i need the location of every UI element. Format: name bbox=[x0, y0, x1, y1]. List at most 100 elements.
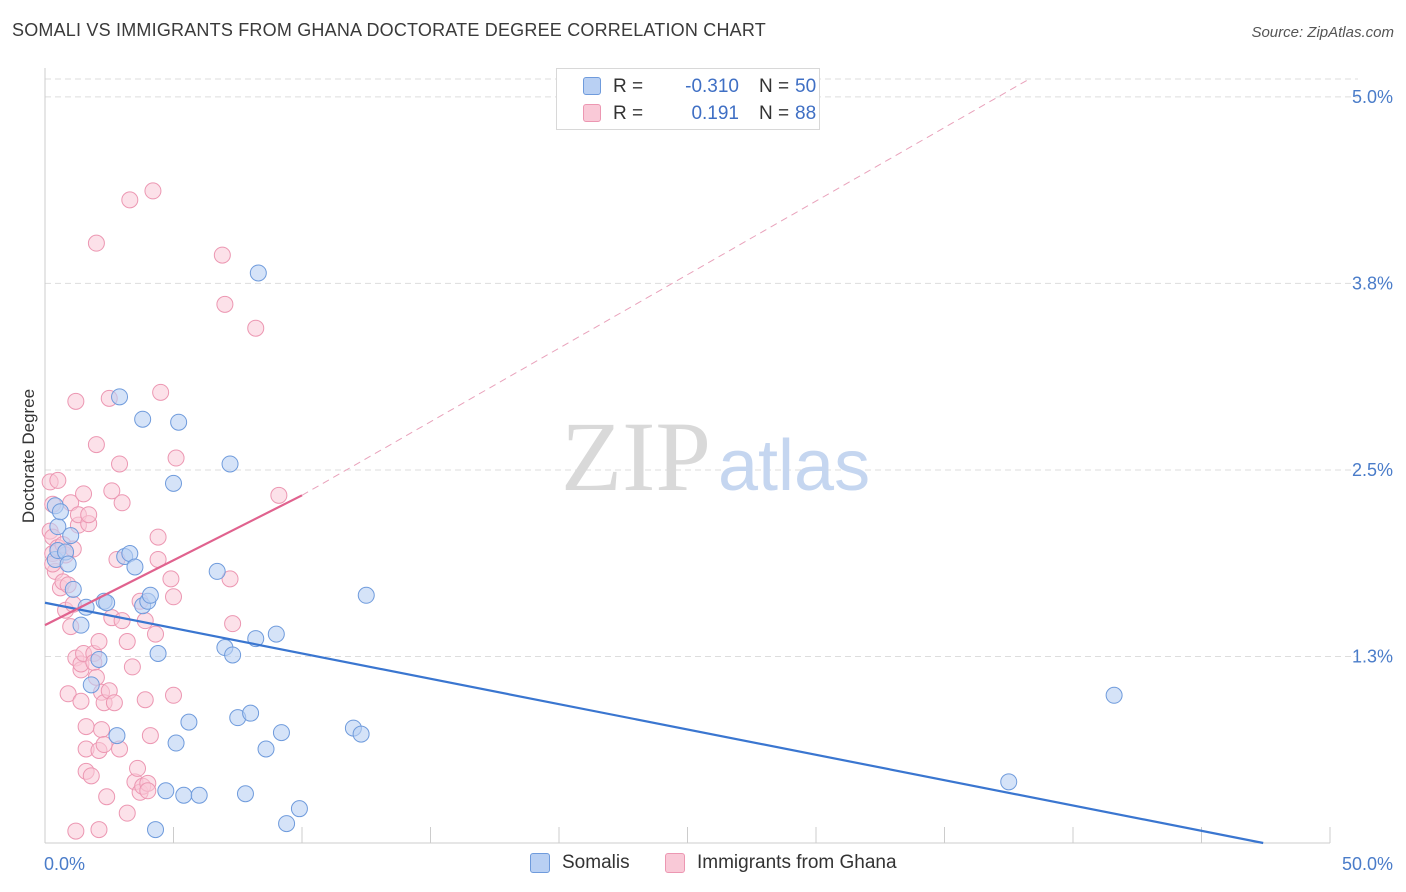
ghana-point bbox=[87, 234, 105, 252]
ghana-point bbox=[162, 570, 180, 588]
ghana-point bbox=[118, 804, 136, 822]
somali-point bbox=[59, 555, 77, 573]
y-tick-label: 5.0% bbox=[1352, 87, 1393, 107]
legend-label-somalis: Somalis bbox=[562, 852, 630, 873]
series-somali-points bbox=[46, 264, 1123, 839]
ghana-point bbox=[75, 485, 93, 503]
legend-r-label: R = bbox=[613, 103, 644, 124]
somali-point bbox=[257, 740, 275, 758]
chart-title: SOMALI VS IMMIGRANTS FROM GHANA DOCTORAT… bbox=[12, 20, 766, 40]
chart-source: Source: ZipAtlas.com bbox=[1251, 24, 1394, 41]
somali-point bbox=[278, 815, 296, 833]
ghana-point bbox=[129, 759, 147, 777]
somali-point bbox=[170, 413, 188, 431]
somali-point bbox=[190, 786, 208, 804]
ghana-point bbox=[59, 685, 77, 703]
ghana-point bbox=[213, 246, 231, 264]
somali-point bbox=[1000, 773, 1018, 791]
somali-point bbox=[51, 503, 69, 521]
somali-trend-line bbox=[44, 601, 1264, 845]
somali-point bbox=[242, 704, 260, 722]
somali-point bbox=[165, 474, 182, 492]
ghana-point bbox=[216, 295, 234, 313]
somali-point bbox=[82, 676, 100, 694]
legend-stats: R = -0.310 N = 50 R = 0.191 N = 88 bbox=[556, 68, 820, 130]
somali-point bbox=[147, 821, 165, 839]
legend-swatch-somalis bbox=[530, 853, 550, 873]
ghana-point bbox=[113, 612, 131, 630]
watermark: ZIP atlas bbox=[561, 401, 870, 512]
ghana-point bbox=[90, 633, 108, 651]
x-tick-label: 50.0% bbox=[1342, 854, 1393, 874]
ghana-trend-extension bbox=[301, 78, 1030, 496]
ghana-point bbox=[49, 471, 67, 489]
series-ghana-points bbox=[41, 182, 288, 840]
ghana-point bbox=[103, 482, 121, 500]
trend-lines bbox=[44, 78, 1264, 845]
ghana-point bbox=[165, 588, 182, 606]
ghana-point bbox=[121, 191, 139, 209]
ghana-point bbox=[93, 721, 111, 739]
somali-point bbox=[62, 527, 80, 545]
ghana-point bbox=[72, 692, 90, 710]
ghana-point bbox=[123, 658, 141, 676]
y-tick-label: 2.5% bbox=[1352, 460, 1393, 480]
ghana-point bbox=[87, 436, 105, 454]
legend-swatch-ghana-bottom bbox=[665, 853, 685, 873]
legend-r-value: -0.310 bbox=[685, 76, 739, 97]
ghana-point bbox=[247, 319, 265, 337]
ghana-point bbox=[67, 822, 85, 840]
somali-point bbox=[175, 786, 193, 804]
legend-n-value: 88 bbox=[795, 103, 817, 124]
ghana-point bbox=[141, 727, 159, 745]
ghana-point bbox=[90, 821, 108, 839]
ghana-point bbox=[105, 694, 123, 712]
somali-point bbox=[236, 785, 254, 803]
somali-point bbox=[157, 782, 175, 800]
somali-point bbox=[224, 646, 242, 664]
ghana-point bbox=[152, 383, 170, 401]
ghana-point bbox=[67, 392, 85, 410]
somali-point bbox=[1105, 686, 1123, 704]
somali-point bbox=[272, 724, 290, 742]
ghana-point bbox=[111, 455, 129, 473]
x-tick-label: 0.0% bbox=[44, 854, 85, 874]
tick-labels: 1.3% 2.5% 3.8% 5.0% 0.0% 50.0% bbox=[44, 87, 1393, 874]
somali-point bbox=[141, 586, 159, 604]
ghana-point bbox=[147, 625, 165, 643]
legend-swatch-somali bbox=[583, 77, 601, 95]
watermark-atlas: atlas bbox=[718, 426, 870, 506]
legend-n-label: N = bbox=[759, 76, 790, 97]
ghana-point bbox=[270, 486, 288, 504]
somali-point bbox=[90, 650, 108, 668]
axes bbox=[44, 68, 1331, 844]
somali-point bbox=[64, 580, 82, 598]
somali-point bbox=[357, 586, 375, 604]
ghana-point bbox=[144, 182, 162, 200]
somali-point bbox=[208, 562, 226, 580]
somali-point bbox=[352, 725, 370, 743]
legend-r-value: 0.191 bbox=[691, 103, 739, 124]
ghana-point bbox=[139, 782, 157, 800]
somali-point bbox=[149, 644, 167, 662]
ghana-point bbox=[82, 767, 100, 785]
ghana-point bbox=[224, 615, 242, 633]
somali-point bbox=[290, 800, 308, 818]
legend-swatch-ghana bbox=[583, 104, 601, 122]
y-axis-label: Doctorate Degree bbox=[19, 389, 38, 523]
legend-label-ghana: Immigrants from Ghana bbox=[697, 852, 897, 873]
y-tick-label: 1.3% bbox=[1352, 646, 1393, 666]
grid-lines bbox=[45, 78, 1358, 657]
somali-point bbox=[72, 616, 90, 634]
ghana-point bbox=[136, 691, 154, 709]
ghana-point bbox=[113, 494, 131, 512]
ghana-point bbox=[149, 528, 167, 546]
ghana-point bbox=[95, 736, 113, 754]
watermark-zip: ZIP bbox=[561, 401, 711, 512]
ghana-point bbox=[167, 449, 185, 467]
ghana-point bbox=[118, 633, 136, 651]
somali-point bbox=[111, 388, 129, 406]
ghana-point bbox=[80, 506, 98, 524]
legend-r-label: R = bbox=[613, 76, 644, 97]
